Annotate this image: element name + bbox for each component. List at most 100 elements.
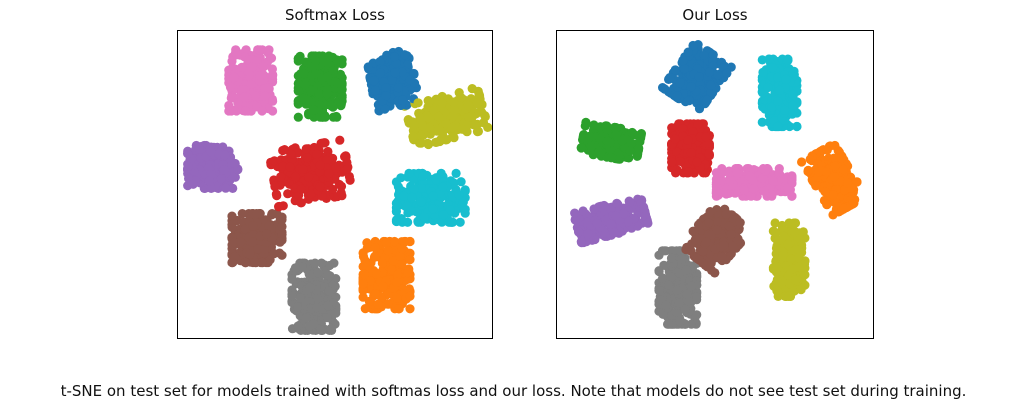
scatter-point-class-1 — [843, 178, 853, 188]
scatter-point-class-3 — [335, 135, 345, 145]
scatter-point-class-1 — [403, 267, 413, 278]
scatter-point-class-5 — [735, 218, 745, 228]
scatter-point-class-4 — [574, 227, 584, 237]
scatter-point-class-5 — [704, 218, 714, 228]
scatter-point-class-5 — [277, 215, 287, 225]
scatter-point-class-8 — [434, 112, 444, 122]
scatter-point-class-5 — [250, 257, 260, 268]
scatter-point-class-6 — [263, 83, 273, 93]
scatter-point-class-9 — [757, 55, 767, 65]
scatter-point-class-1 — [839, 203, 849, 213]
scatter-point-class-4 — [188, 179, 198, 189]
scatter-point-class-9 — [445, 205, 455, 215]
scatter-point-class-7 — [664, 319, 674, 329]
scatter-point-class-3 — [667, 157, 677, 167]
scatter-point-class-8 — [423, 139, 433, 150]
scatter-point-class-6 — [268, 96, 278, 106]
scatter-point-class-4 — [183, 149, 193, 159]
scatter-point-class-1 — [838, 164, 848, 175]
scatter-point-class-9 — [458, 197, 468, 207]
scatter-point-class-6 — [247, 62, 257, 72]
scatter-point-class-6 — [783, 183, 793, 193]
scatter-point-class-2 — [335, 69, 346, 79]
scatter-point-class-2 — [300, 80, 310, 90]
scatter-point-class-3 — [296, 184, 306, 194]
scatter-point-class-7 — [658, 273, 668, 283]
scatter-point-class-2 — [299, 93, 309, 104]
scatter-point-class-3 — [312, 149, 322, 159]
scatter-point-class-7 — [310, 258, 320, 268]
scatter-point-class-9 — [456, 177, 466, 187]
scatter-point-class-7 — [677, 254, 687, 264]
scatter-point-class-9 — [781, 74, 791, 85]
scatter-point-class-9 — [399, 191, 409, 201]
scatter-point-class-0 — [683, 47, 693, 57]
scatter-point-class-4 — [609, 228, 619, 238]
scatter-point-class-1 — [397, 244, 407, 254]
scatter-point-class-7 — [675, 316, 685, 327]
plot-area — [556, 30, 874, 339]
scatter-point-class-8 — [413, 98, 423, 108]
scatter-point-class-3 — [290, 172, 301, 182]
scatter-point-class-4 — [221, 183, 231, 193]
scatter-point-class-5 — [721, 209, 731, 219]
scatter-point-class-8 — [457, 124, 467, 134]
scatter-point-class-4 — [183, 161, 193, 171]
scatter-point-class-2 — [328, 102, 338, 112]
scatter-point-class-3 — [298, 164, 308, 174]
scatter-point-class-0 — [686, 82, 696, 92]
scatter-point-class-9 — [767, 63, 778, 73]
scatter-point-class-7 — [674, 298, 684, 308]
scatter-point-class-3 — [704, 149, 714, 159]
scatter-point-class-8 — [770, 218, 780, 228]
scatter-point-class-2 — [303, 58, 313, 68]
scatter-point-class-1 — [358, 279, 368, 289]
scatter-point-class-9 — [460, 185, 470, 195]
scatter-point-class-3 — [701, 168, 711, 178]
scatter-point-class-7 — [301, 313, 311, 323]
scatter-point-class-0 — [699, 50, 709, 60]
scatter-point-class-9 — [416, 183, 426, 193]
scatter-point-class-7 — [680, 304, 690, 315]
scatter-point-class-8 — [773, 277, 783, 287]
scatter-point-class-0 — [670, 65, 680, 75]
scatter-point-class-4 — [204, 176, 214, 186]
scatter-point-class-8 — [800, 270, 810, 280]
scatter-point-class-1 — [852, 177, 862, 187]
scatter-point-class-6 — [745, 171, 755, 181]
scatter-point-class-1 — [393, 270, 403, 280]
scatter-point-class-9 — [773, 72, 783, 82]
scatter-point-class-0 — [672, 91, 682, 101]
scatter-point-class-6 — [250, 91, 260, 101]
scatter-point-class-8 — [448, 97, 458, 107]
scatter-point-class-3 — [315, 182, 325, 192]
scatter-point-class-0 — [403, 59, 413, 69]
scatter-point-class-8 — [794, 252, 804, 262]
scatter-point-class-5 — [712, 217, 723, 227]
scatter-point-class-6 — [232, 50, 242, 60]
scatter-point-class-8 — [480, 112, 490, 122]
scatter-point-class-1 — [381, 238, 391, 248]
scatter-point-class-5 — [710, 268, 720, 278]
scatter-point-class-4 — [619, 209, 629, 219]
scatter-point-class-3 — [274, 201, 284, 212]
scatter-point-class-8 — [771, 228, 781, 238]
scatter-point-class-1 — [389, 236, 400, 247]
scatter-point-class-0 — [369, 76, 379, 86]
scatter-point-class-4 — [578, 206, 588, 216]
scatter-point-class-3 — [692, 157, 702, 167]
scatter-point-class-8 — [783, 291, 793, 301]
scatter-point-class-9 — [392, 200, 402, 210]
scatter-point-class-1 — [383, 246, 393, 256]
scatter-point-class-0 — [375, 68, 385, 78]
scatter-point-class-3 — [342, 164, 352, 174]
scatter-point-class-1 — [405, 255, 415, 265]
scatter-point-class-9 — [438, 210, 449, 220]
scatter-point-class-1 — [836, 153, 846, 163]
scatter-point-class-4 — [640, 211, 650, 221]
scatter-point-class-9 — [767, 102, 777, 112]
scatter-point-class-6 — [229, 72, 239, 82]
scatter-point-class-5 — [248, 237, 258, 247]
scatter-point-class-4 — [206, 183, 216, 193]
scatter-point-class-1 — [392, 293, 402, 303]
